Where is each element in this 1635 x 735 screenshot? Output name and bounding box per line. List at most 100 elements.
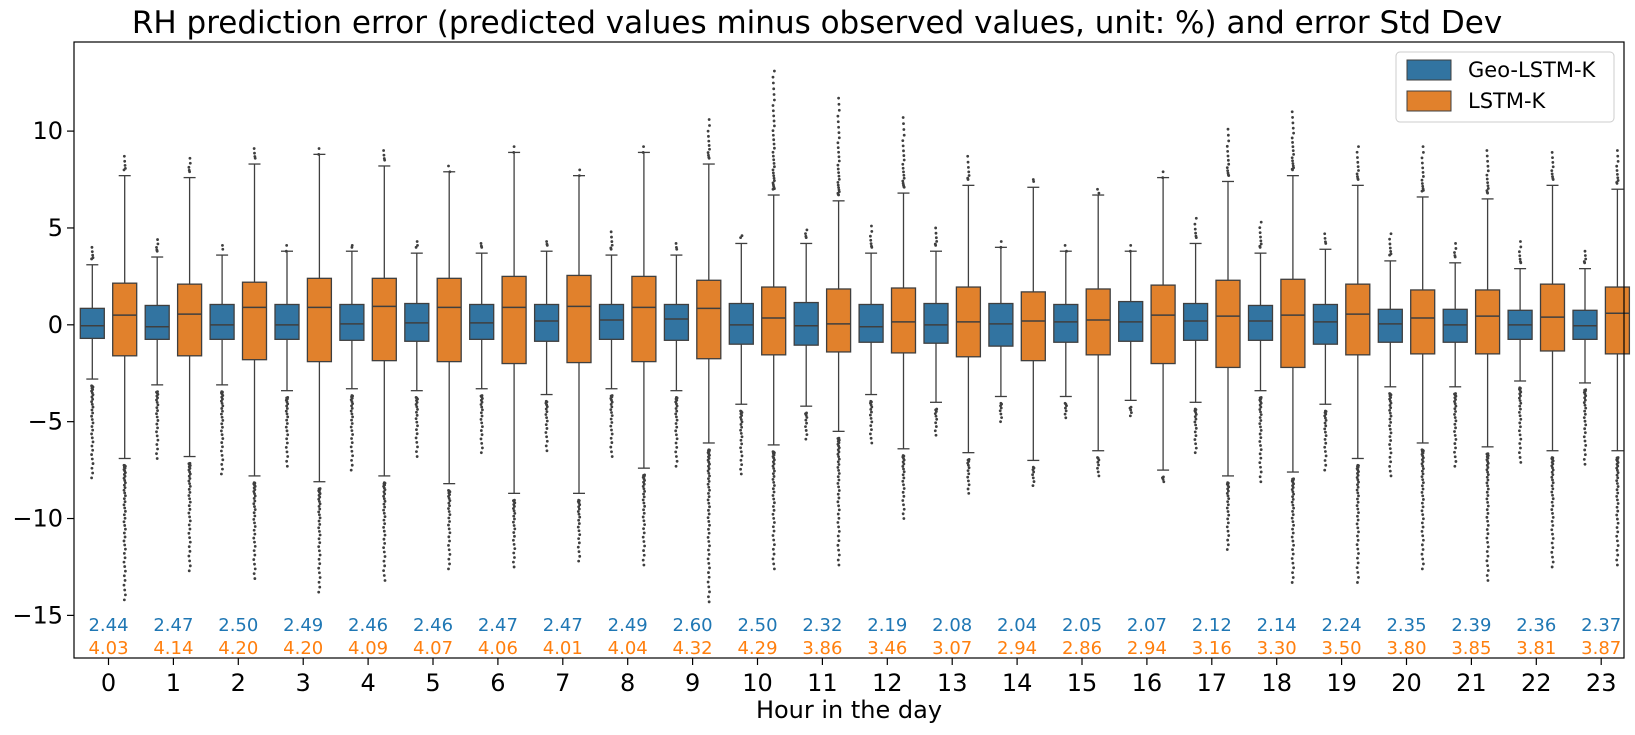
outlier-point xyxy=(351,415,354,419)
outlier-point xyxy=(1323,459,1327,462)
outlier-point xyxy=(1615,473,1619,477)
outlier-point xyxy=(317,504,321,508)
std-dev-label-geo-lstm-k: 2.14 xyxy=(1257,615,1297,636)
outlier-point xyxy=(122,539,126,543)
outlier-point xyxy=(1615,505,1619,509)
outlier-point xyxy=(544,431,548,434)
outlier-point xyxy=(1582,435,1586,439)
outlier-point xyxy=(122,531,126,535)
outlier-point xyxy=(1453,464,1457,468)
outlier-point xyxy=(804,418,808,422)
outlier-point xyxy=(221,397,224,401)
outlier-point xyxy=(771,477,775,481)
outlier-point xyxy=(836,475,840,479)
outlier-point xyxy=(512,509,516,513)
outlier-point xyxy=(643,489,646,493)
outlier-point xyxy=(773,543,776,547)
outlier-point xyxy=(286,415,290,419)
outlier-point xyxy=(415,440,419,444)
outlier-point xyxy=(771,487,775,491)
outlier-point xyxy=(1290,136,1294,140)
outlier-point xyxy=(1291,531,1295,535)
outlier-point xyxy=(1259,235,1262,239)
y-tick-label: −15 xyxy=(12,601,63,629)
outlier-point xyxy=(967,479,970,483)
outlier-point xyxy=(836,558,840,562)
outlier-point xyxy=(318,516,322,520)
outlier-point xyxy=(188,472,192,476)
outlier-point xyxy=(447,164,450,168)
outlier-point xyxy=(707,595,710,599)
outlier-point xyxy=(1355,566,1359,570)
outlier-point xyxy=(1518,429,1521,433)
outlier-point xyxy=(739,450,743,454)
outlier-point xyxy=(773,484,776,487)
legend-label-geo-lstm-k: Geo-LSTM-K xyxy=(1468,58,1597,82)
outlier-point xyxy=(869,242,873,246)
outlier-point xyxy=(1357,480,1360,484)
box-iqr xyxy=(144,304,170,340)
outlier-point xyxy=(90,395,94,399)
outlier-point xyxy=(448,504,451,508)
outlier-point xyxy=(1323,437,1327,441)
outlier-point xyxy=(1032,480,1036,483)
outlier-point xyxy=(253,494,257,498)
outlier-point xyxy=(836,543,840,547)
outlier-point xyxy=(1616,530,1620,534)
outlier-point xyxy=(609,408,613,412)
outlier-point xyxy=(1130,411,1133,415)
outlier-point xyxy=(221,425,224,429)
outlier-point xyxy=(382,574,386,577)
outlier-point xyxy=(1258,461,1262,465)
outlier-point xyxy=(902,476,906,480)
outlier-point xyxy=(675,402,678,406)
outlier-point xyxy=(350,437,353,440)
outlier-point xyxy=(220,402,224,405)
outlier-point xyxy=(609,436,613,440)
outlier-point xyxy=(837,485,840,489)
outlier-point xyxy=(1518,254,1522,258)
outlier-point xyxy=(188,477,192,480)
outlier-point xyxy=(1486,169,1490,173)
outlier-point xyxy=(1485,149,1489,152)
outlier-point xyxy=(641,558,645,562)
outlier-point xyxy=(869,413,872,417)
x-tick-label: 10 xyxy=(742,669,773,697)
outlier-point xyxy=(1550,151,1554,154)
outlier-point xyxy=(577,518,581,522)
outlier-point xyxy=(1226,503,1230,507)
outlier-point xyxy=(448,562,451,566)
outlier-point xyxy=(124,569,127,573)
x-tick-label: 9 xyxy=(685,669,700,697)
outlier-point xyxy=(447,535,451,539)
plot-frame xyxy=(73,41,1625,659)
outlier-point xyxy=(837,472,841,475)
outlier-point xyxy=(1616,173,1619,176)
outlier-point xyxy=(1550,475,1554,479)
outlier-point xyxy=(642,487,646,491)
outlier-point xyxy=(1356,534,1359,538)
outlier-point xyxy=(1422,498,1425,501)
outlier-point xyxy=(1453,402,1457,406)
outlier-point xyxy=(1550,484,1554,488)
outlier-point xyxy=(1551,481,1555,485)
outlier-point xyxy=(1582,457,1586,461)
outlier-point xyxy=(610,400,614,404)
std-dev-label-geo-lstm-k: 2.46 xyxy=(348,615,388,636)
outlier-point xyxy=(1583,448,1587,452)
outlier-point xyxy=(707,501,711,505)
outlier-point xyxy=(642,540,646,543)
outlier-point xyxy=(1420,475,1424,479)
outlier-point xyxy=(837,504,840,508)
outlier-point xyxy=(1421,166,1425,170)
box-geo-lstm-k xyxy=(533,240,560,453)
outlier-point xyxy=(123,486,127,490)
outlier-point xyxy=(1486,541,1489,544)
outlier-point xyxy=(188,559,192,563)
box-iqr xyxy=(1312,303,1339,345)
outlier-point xyxy=(707,600,711,604)
outlier-point xyxy=(187,474,191,478)
outlier-point xyxy=(1388,237,1391,241)
outlier-point xyxy=(1291,162,1295,165)
outlier-point xyxy=(804,425,807,429)
